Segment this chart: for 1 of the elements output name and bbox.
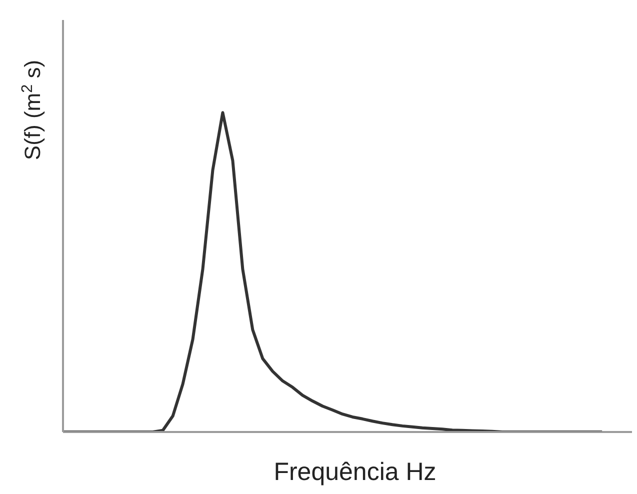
x-axis-title: Frequência Hz — [274, 458, 436, 486]
